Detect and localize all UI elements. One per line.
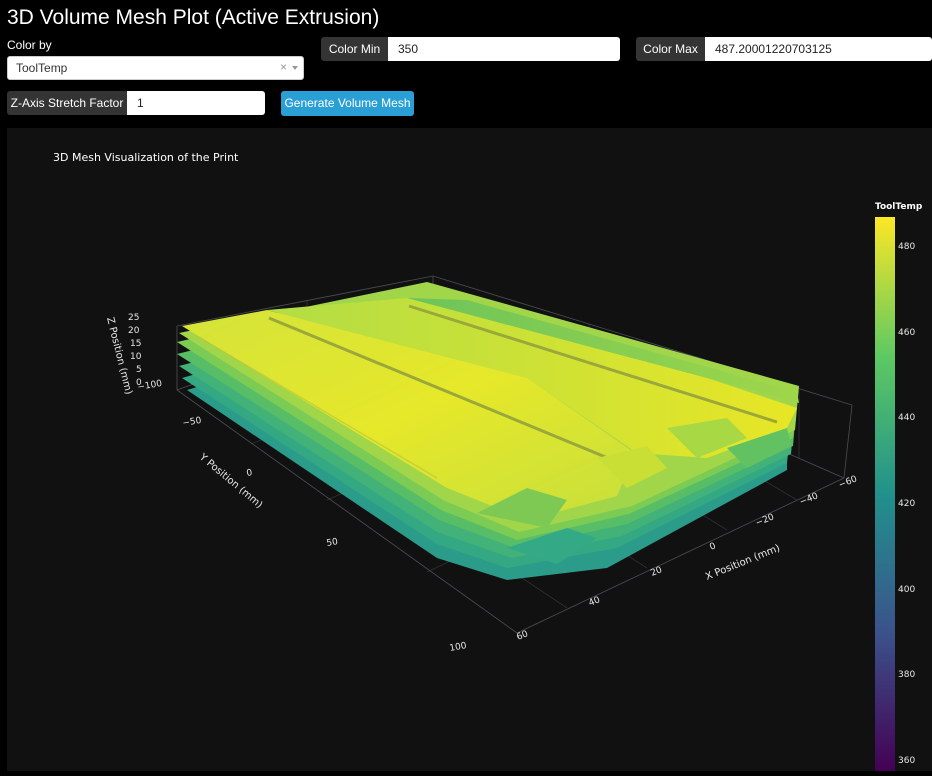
- page-title: 3D Volume Mesh Plot (Active Extrusion): [7, 6, 380, 29]
- colorbar-tick: 460: [898, 328, 915, 338]
- colorbar: ToolTemp 480 460 440 420 400 380 360: [875, 202, 923, 771]
- x-tick: −20: [754, 512, 776, 528]
- colorbar-tick: 380: [898, 670, 915, 680]
- y-tick: −100: [137, 379, 163, 393]
- color-max-input[interactable]: 487.20001220703125: [705, 37, 932, 61]
- x-tick: 60: [515, 629, 530, 643]
- z-axis-ticks: 25 20 15 10 5 0: [128, 313, 142, 388]
- x-tick: 20: [649, 565, 664, 579]
- generate-volume-mesh-button[interactable]: Generate Volume Mesh: [281, 91, 414, 116]
- color-by-selected-value: ToolTemp: [16, 61, 68, 75]
- color-by-label: Color by: [7, 38, 52, 52]
- y-tick: 100: [449, 641, 468, 654]
- mesh-plot-svg[interactable]: 3D Mesh Visualization of the Print: [7, 128, 932, 771]
- colorbar-title: ToolTemp: [875, 202, 923, 212]
- z-tick: 25: [128, 313, 139, 323]
- colorbar-tick: 360: [898, 756, 915, 766]
- y-tick: 0: [246, 468, 254, 479]
- x-tick: −40: [798, 491, 820, 507]
- z-tick: 15: [130, 339, 141, 349]
- clear-icon[interactable]: ×: [279, 60, 287, 74]
- z-stretch-input[interactable]: 1: [127, 91, 265, 115]
- color-min-label: Color Min: [321, 37, 388, 61]
- chart-title: 3D Mesh Visualization of the Print: [53, 151, 239, 164]
- color-min-input[interactable]: 350: [388, 37, 620, 61]
- z-tick: 0: [136, 378, 142, 388]
- y-tick: 50: [326, 537, 339, 549]
- color-max-label: Color Max: [636, 37, 705, 61]
- colorbar-tick: 420: [898, 499, 915, 509]
- y-axis-ticks: 100 50 0 −50 −100: [137, 379, 468, 654]
- colorbar-scale: [875, 217, 895, 771]
- color-by-dropdown[interactable]: ToolTemp ×: [7, 56, 304, 80]
- y-tick: −50: [182, 416, 203, 429]
- x-tick: 0: [708, 541, 717, 553]
- colorbar-tick: 480: [898, 242, 915, 252]
- x-tick: 40: [587, 595, 602, 609]
- mesh-plot[interactable]: 3D Mesh Visualization of the Print: [7, 128, 932, 771]
- y-axis-label: Y Position (mm): [196, 451, 264, 511]
- colorbar-tick: 440: [898, 413, 915, 423]
- z-tick: 20: [128, 326, 140, 336]
- z-tick: 10: [130, 352, 142, 362]
- z-stretch-label: Z-Axis Stretch Factor: [7, 91, 127, 115]
- z-tick: 5: [136, 365, 142, 375]
- chevron-down-icon[interactable]: [292, 66, 298, 70]
- colorbar-tick: 400: [898, 585, 915, 595]
- mesh-body: [177, 282, 799, 580]
